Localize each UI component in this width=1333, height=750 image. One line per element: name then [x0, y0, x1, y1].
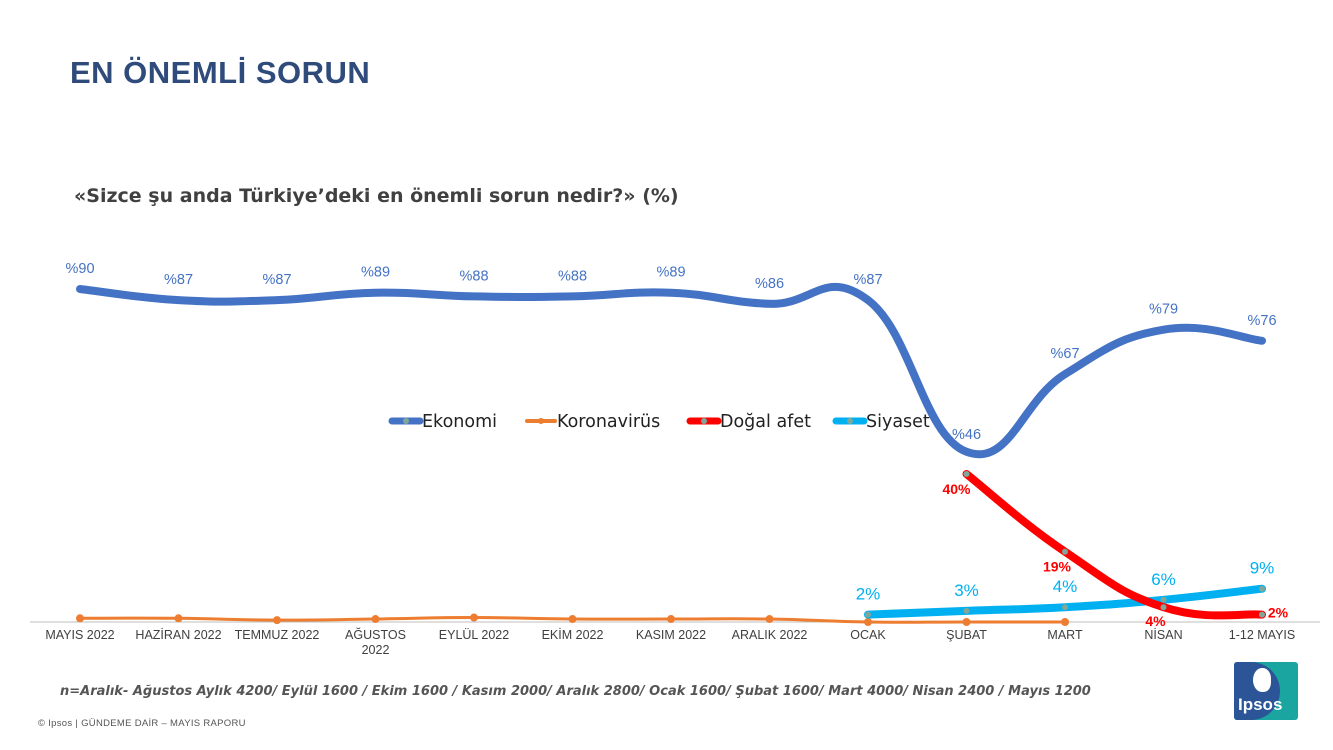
- x-tick-label: OCAK: [850, 628, 886, 642]
- legend-item: Siyaset: [832, 412, 930, 432]
- data-point: [568, 615, 577, 624]
- x-tick-label: AĞUSTOS 2022: [345, 627, 406, 657]
- data-point: [765, 615, 774, 624]
- x-tick-label: 1-12 MAYIS: [1229, 628, 1295, 642]
- data-point: [1160, 596, 1167, 603]
- data-label: %89: [656, 265, 685, 281]
- x-tick-label: MAYIS 2022: [45, 628, 114, 642]
- data-label: %67: [1050, 346, 1079, 362]
- data-point: [76, 614, 84, 623]
- data-point: [963, 607, 970, 614]
- x-tick-label: NİSAN: [1144, 628, 1182, 642]
- data-label: %86: [755, 276, 784, 292]
- data-label: 4%: [1145, 613, 1166, 629]
- legend-marker: [847, 418, 853, 424]
- data-label: %76: [1247, 313, 1276, 329]
- data-label: 4%: [1053, 577, 1078, 596]
- data-label: %87: [853, 272, 882, 288]
- data-point: [667, 615, 675, 624]
- legend-label: Koronavirüs: [557, 412, 660, 432]
- line-chart: MAYIS 2022 HAZİRAN 2022 TEMMUZ 2022 AĞUSTOS…: [30, 261, 1320, 657]
- x-tick-label: MART: [1047, 628, 1083, 642]
- logo-head-icon: [1253, 668, 1271, 692]
- data-point: [1061, 618, 1069, 626]
- ipsos-logo: Ipsos: [1234, 662, 1298, 720]
- data-point: [371, 615, 380, 624]
- copyright-text: © Ipsos | GÜNDEME DAİR – MAYIS RAPORU: [38, 718, 246, 729]
- data-label: %88: [558, 268, 587, 284]
- legend-item: Ekonomi: [388, 412, 497, 432]
- x-tick-label: ŞUBAT: [946, 628, 987, 642]
- data-label: %88: [459, 268, 488, 284]
- data-label: 3%: [954, 581, 979, 600]
- data-point: [174, 614, 183, 623]
- x-tick-label: KASIM 2022: [636, 628, 706, 642]
- data-point: [273, 616, 281, 625]
- data-point: [864, 618, 872, 626]
- x-tick-label: EYLÜL 2022: [439, 628, 509, 642]
- data-label: %90: [65, 261, 94, 277]
- chart-subtitle: «Sizce şu anda Türkiye’deki en önemli so…: [74, 185, 679, 207]
- data-label: %79: [1149, 302, 1178, 318]
- series-line-doalafet: [962, 470, 1266, 620]
- data-point: [1259, 585, 1265, 592]
- series-line-ekonomi: [76, 282, 1266, 459]
- legend-marker: [403, 418, 409, 424]
- data-label: 9%: [1250, 559, 1275, 578]
- x-tick-label: TEMMUZ 2022: [235, 628, 320, 642]
- data-point: [1062, 604, 1068, 611]
- data-point: [963, 471, 970, 477]
- legend-label: Doğal afet: [720, 412, 811, 432]
- legend-item: Koronavirüs: [525, 412, 660, 432]
- data-point: [470, 613, 478, 622]
- legend-marker: [701, 418, 707, 424]
- data-point: [1259, 611, 1265, 618]
- data-label: 19%: [1043, 559, 1072, 575]
- x-tick-label: HAZİRAN 2022: [135, 628, 221, 642]
- data-point: [962, 618, 971, 626]
- legend-marker: [538, 418, 544, 424]
- x-tick-label: ARALIK 2022: [732, 628, 808, 642]
- x-tick-label: EKİM 2022: [542, 628, 604, 642]
- legend-label: Siyaset: [866, 412, 930, 432]
- data-label: 40%: [942, 481, 971, 497]
- data-point: [1160, 604, 1167, 611]
- data-point: [865, 611, 871, 618]
- data-label: %46: [952, 427, 981, 443]
- sample-size-note: n=Aralık- Ağustos Aylık 4200/ Eylül 1600…: [60, 684, 1091, 699]
- data-point: [1062, 548, 1068, 555]
- page-title: EN ÖNEMLİ SORUN: [70, 55, 371, 90]
- data-label: 6%: [1151, 570, 1176, 589]
- data-label: %87: [262, 272, 291, 288]
- legend-label: Ekonomi: [422, 412, 497, 432]
- data-label: %87: [164, 272, 193, 288]
- legend-item: Doğal afet: [686, 412, 811, 432]
- data-label: %89: [361, 265, 390, 281]
- data-label: 2%: [1268, 605, 1289, 621]
- data-label: 2%: [856, 585, 881, 604]
